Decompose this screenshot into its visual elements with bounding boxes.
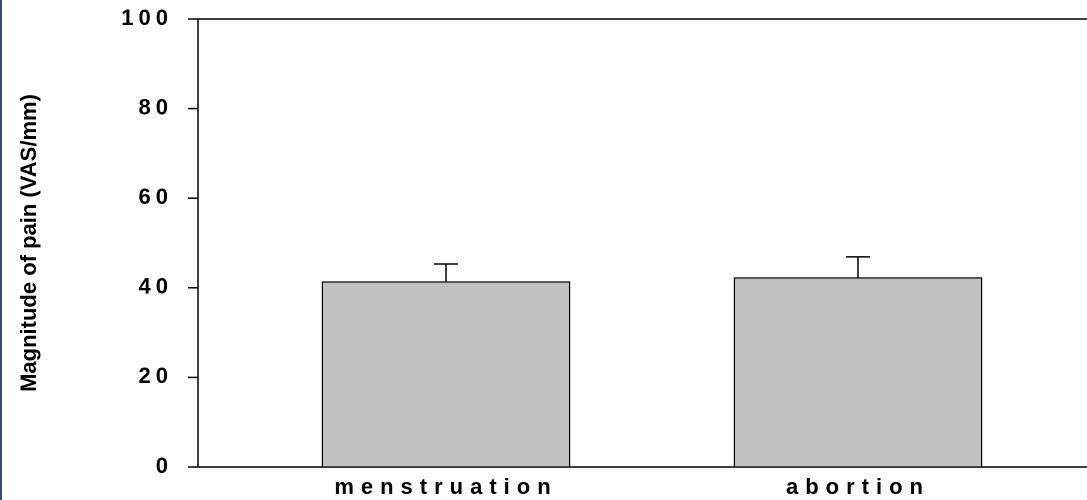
y-tick-label: 100 (121, 5, 173, 30)
error-bar (434, 263, 458, 282)
y-tick-label: 0 (156, 453, 173, 478)
y-tick-label: 20 (139, 363, 173, 388)
y-tick-label: 40 (139, 274, 173, 299)
bar (733, 277, 983, 468)
bar (321, 281, 571, 468)
y-tick-label: 60 (139, 184, 173, 209)
x-tick-label: abortion (786, 474, 930, 499)
y-tick-label: 80 (139, 94, 173, 119)
x-tick-label: menstruation (334, 474, 557, 499)
y-axis-label: Magnitude of pain (VAS/mm) (16, 94, 41, 392)
error-bar (846, 256, 870, 278)
